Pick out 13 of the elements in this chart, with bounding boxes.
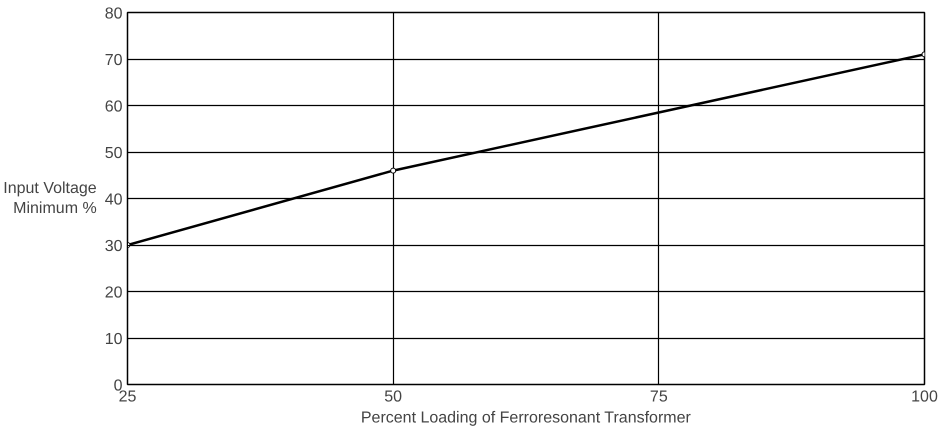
y-tick-label: 20 [104,284,123,302]
x-tick-label: 50 [384,388,402,406]
y-tick-label: 60 [104,98,123,116]
y-tick-label: 30 [104,238,123,255]
y-axis-title: Input Voltage Minimum % [3,180,97,218]
x-tick-label: 100 [911,388,938,406]
x-tick-label: 75 [650,388,668,406]
x-axis-title: Percent Loading of Ferroresonant Transformer [360,410,692,426]
y-tick-label: 70 [104,52,123,69]
y-tick-label: 40 [104,192,123,208]
y-tick-label: 10 [104,331,123,348]
y-tick-label: 50 [104,145,123,162]
y-tick-label: 80 [104,6,123,22]
